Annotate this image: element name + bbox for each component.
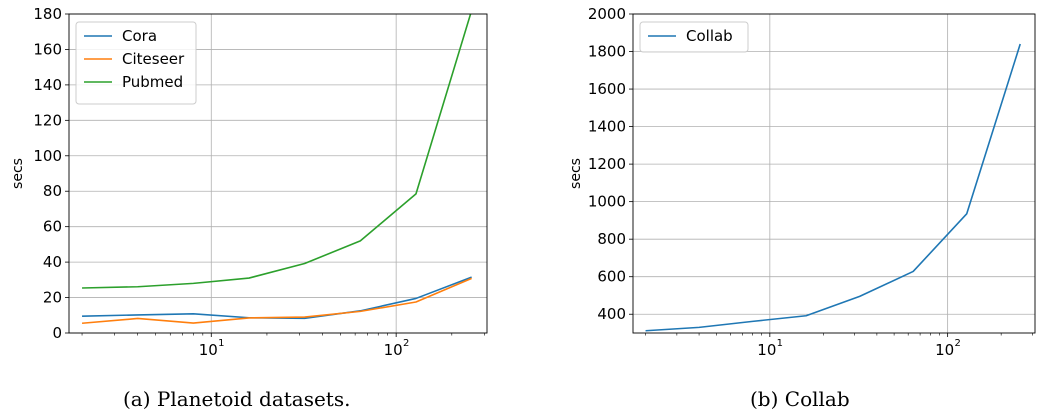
chart-planetoid: 10 1 10 2020406080100120140160180secsCoraCi…	[10, 5, 488, 359]
series-line-collab	[645, 43, 1021, 332]
y-tick-label: 40	[43, 253, 62, 271]
y-tick-label: 160	[33, 40, 62, 58]
legend-label: Collab	[686, 27, 733, 45]
series-line-citeseer	[81, 277, 472, 325]
y-tick-label: 1600	[588, 80, 626, 98]
y-tick-label: 100	[33, 147, 62, 165]
legend: Cora Citeseer Pubmed	[75, 21, 197, 105]
x-tick-exponent: 1	[218, 338, 224, 349]
axes-frame	[632, 13, 1036, 334]
y-tick-label: 80	[43, 182, 62, 200]
y-tick-label: 1200	[588, 155, 626, 173]
y-tick-label: 140	[33, 76, 62, 94]
y-tick-label: 1400	[588, 118, 626, 136]
chart-collab: 10 1 10 2400600800100012001400160018002000s…	[568, 5, 1036, 359]
y-tick-label: 600	[597, 268, 626, 286]
legend-box	[75, 21, 197, 105]
x-tick-label: 10	[199, 341, 218, 359]
series-line-pubmed	[82, 14, 472, 289]
y-tick-label: 60	[43, 218, 62, 236]
x-tick-label: 10	[935, 341, 954, 359]
x-tick-exponent: 2	[954, 338, 960, 349]
y-tick-label: 2000	[588, 5, 626, 23]
x-tick-exponent: 1	[777, 338, 783, 349]
x-tick-label: 10	[757, 341, 776, 359]
legend-label: Pubmed	[122, 73, 183, 91]
y-axis-label: secs	[568, 158, 584, 189]
y-tick-label: 180	[33, 5, 62, 23]
caption-collab: (b) Collab	[750, 387, 850, 411]
y-tick-label: 1000	[588, 193, 626, 211]
y-axis-label: secs	[10, 158, 26, 189]
caption-planetoid: (a) Planetoid datasets.	[123, 387, 351, 411]
legend-label: Cora	[122, 27, 157, 45]
legend-label: Citeseer	[122, 50, 185, 68]
legend-box	[639, 21, 749, 53]
x-tick-exponent: 2	[403, 338, 409, 349]
y-tick-label: 800	[597, 230, 626, 248]
y-tick-label: 1800	[588, 43, 626, 61]
y-tick-label: 400	[597, 305, 626, 323]
axes-frame	[68, 13, 488, 334]
x-tick-label: 10	[384, 341, 403, 359]
y-tick-label: 20	[43, 289, 62, 307]
y-tick-label: 120	[33, 111, 62, 129]
y-tick-label: 0	[52, 324, 62, 342]
legend: Collab	[639, 21, 749, 53]
